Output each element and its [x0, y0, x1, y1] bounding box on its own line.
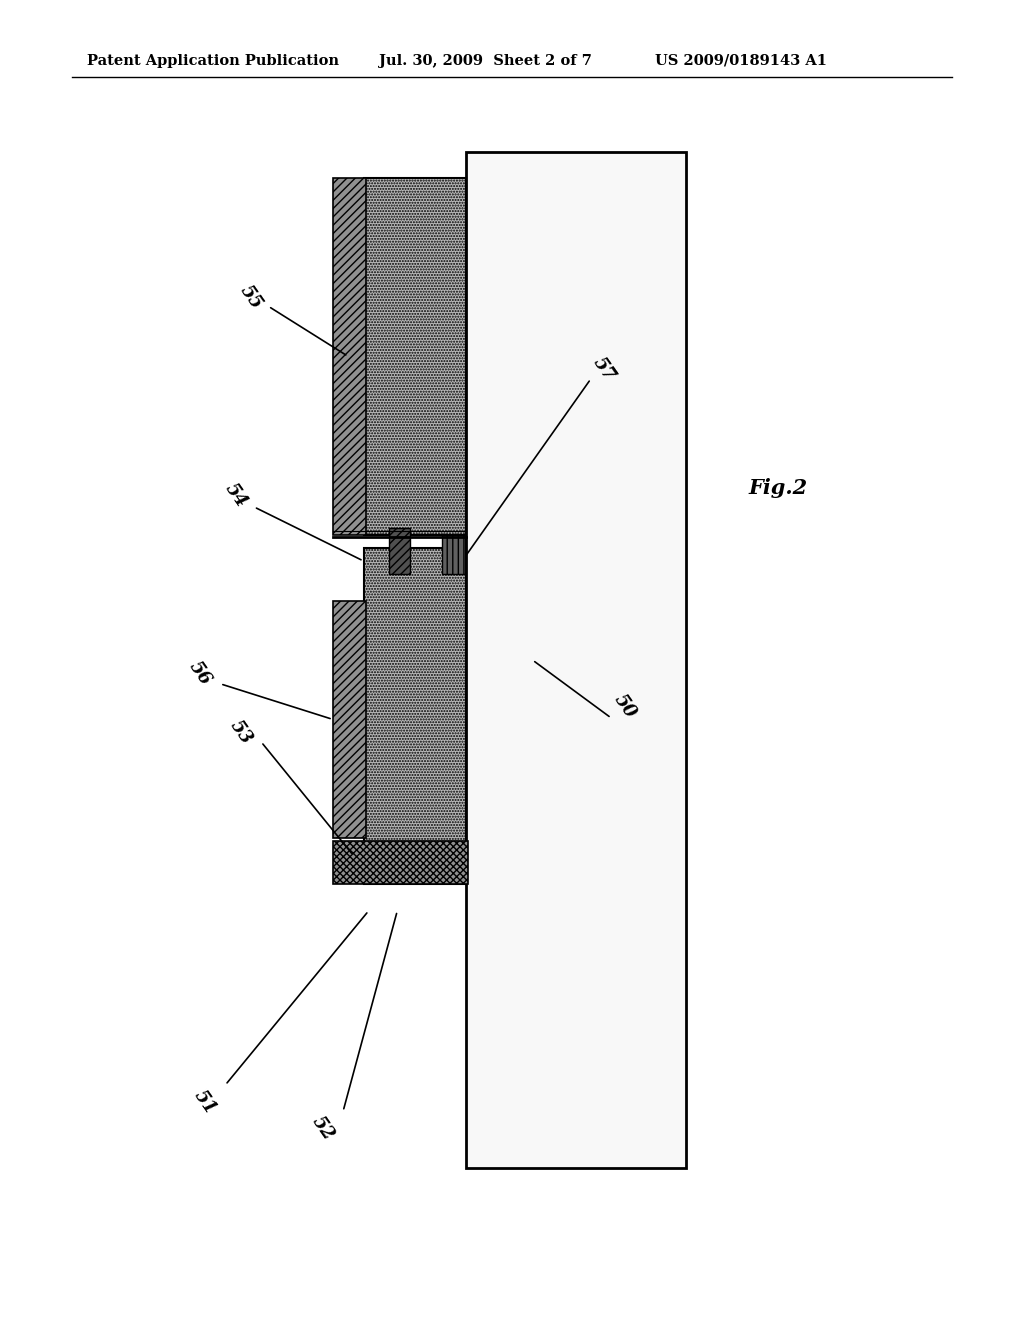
Text: 54: 54 — [221, 479, 250, 511]
Bar — [364, 548, 466, 884]
Text: 57: 57 — [590, 354, 618, 385]
Bar — [333, 601, 366, 838]
Text: 53: 53 — [226, 717, 255, 748]
Text: Fig.2: Fig.2 — [749, 478, 808, 499]
Text: 52: 52 — [308, 1113, 337, 1144]
Text: US 2009/0189143 A1: US 2009/0189143 A1 — [655, 54, 827, 67]
Text: 55: 55 — [237, 281, 265, 313]
Text: 51: 51 — [190, 1086, 219, 1118]
Bar — [333, 841, 468, 884]
Text: 50: 50 — [610, 690, 639, 722]
Bar — [333, 178, 366, 535]
Text: 56: 56 — [185, 657, 214, 689]
Text: Patent Application Publication: Patent Application Publication — [87, 54, 339, 67]
Bar — [364, 178, 466, 535]
Text: Jul. 30, 2009  Sheet 2 of 7: Jul. 30, 2009 Sheet 2 of 7 — [379, 54, 592, 67]
Bar — [442, 535, 465, 574]
Bar — [466, 152, 686, 1168]
Bar — [389, 528, 410, 574]
